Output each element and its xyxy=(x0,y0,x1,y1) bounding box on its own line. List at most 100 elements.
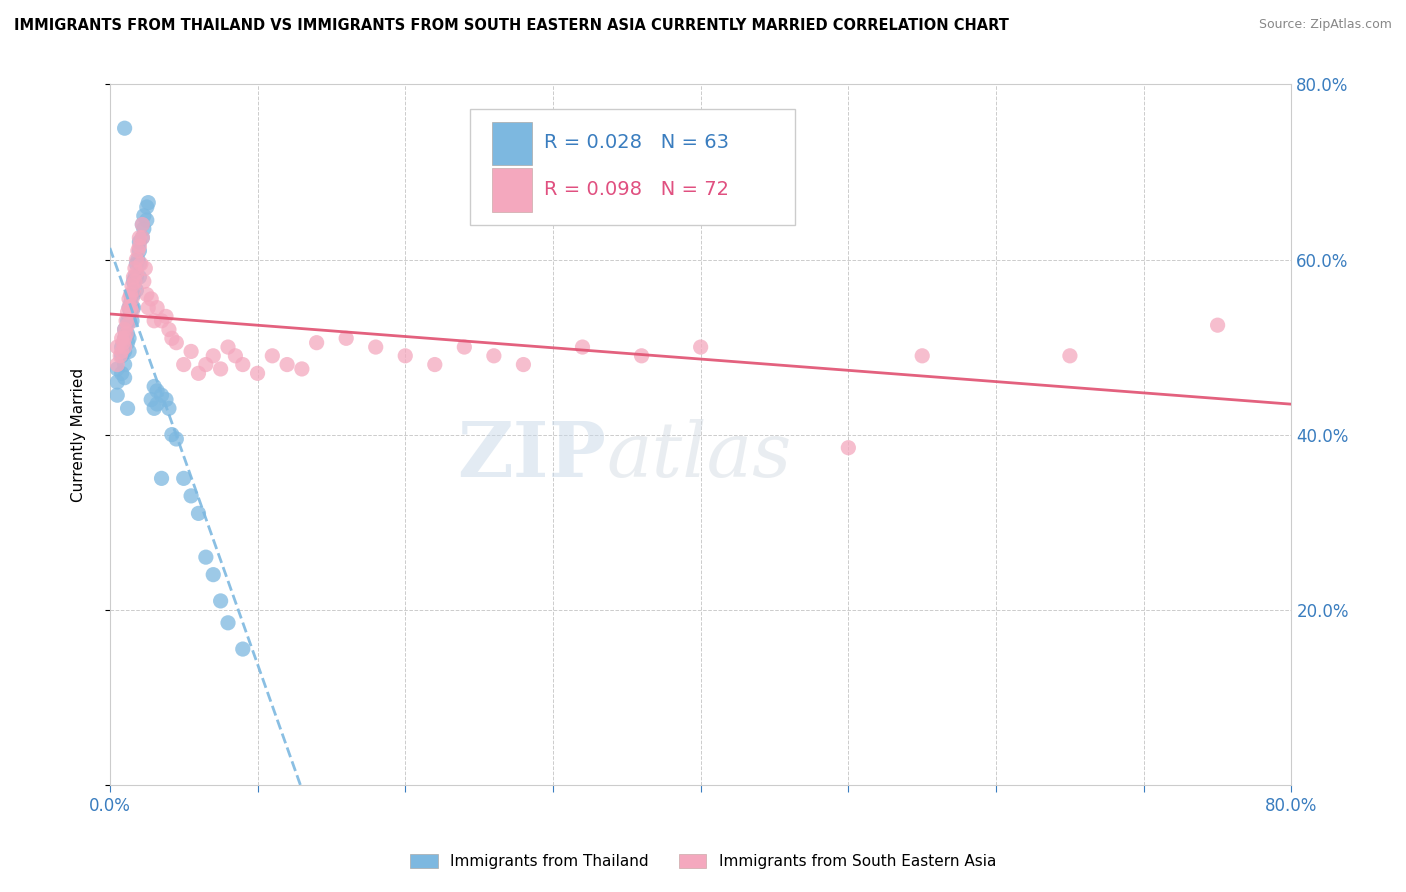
Immigrants from Thailand xyxy=(132,222,155,236)
Text: Source: ZipAtlas.com: Source: ZipAtlas.com xyxy=(1258,18,1392,31)
Immigrants from Thailand xyxy=(157,401,180,416)
Immigrants from South Eastern Asia xyxy=(482,349,505,363)
Immigrants from South Eastern Asia xyxy=(157,322,180,336)
Immigrants from Thailand xyxy=(122,301,145,315)
Immigrants from Thailand xyxy=(114,322,136,336)
Immigrants from Thailand xyxy=(121,314,143,328)
Immigrants from South Eastern Asia xyxy=(262,349,284,363)
Immigrants from Thailand xyxy=(209,594,232,608)
Immigrants from Thailand xyxy=(120,296,142,310)
Immigrants from South Eastern Asia xyxy=(128,230,150,244)
Immigrants from South Eastern Asia xyxy=(276,358,298,372)
Immigrants from Thailand xyxy=(128,235,150,249)
Immigrants from Thailand xyxy=(125,270,148,285)
Immigrants from South Eastern Asia xyxy=(187,367,209,381)
Immigrants from South Eastern Asia xyxy=(122,270,145,285)
Immigrants from Thailand xyxy=(146,384,169,398)
Immigrants from Thailand xyxy=(118,344,141,359)
Immigrants from South Eastern Asia xyxy=(291,362,314,376)
Immigrants from South Eastern Asia xyxy=(146,301,169,315)
Immigrants from Thailand xyxy=(128,244,150,258)
Immigrants from South Eastern Asia xyxy=(129,257,152,271)
Immigrants from South Eastern Asia xyxy=(209,362,232,376)
Immigrants from South Eastern Asia xyxy=(136,301,159,315)
Immigrants from South Eastern Asia xyxy=(114,331,136,345)
Immigrants from South Eastern Asia xyxy=(131,230,153,244)
Immigrants from South Eastern Asia xyxy=(111,344,134,359)
Immigrants from South Eastern Asia xyxy=(115,314,138,328)
Immigrants from Thailand xyxy=(155,392,177,407)
Immigrants from Thailand xyxy=(232,642,254,657)
Immigrants from South Eastern Asia xyxy=(202,349,225,363)
Immigrants from South Eastern Asia xyxy=(132,274,155,288)
Immigrants from Thailand xyxy=(111,367,134,381)
Immigrants from Thailand xyxy=(173,471,195,485)
Immigrants from Thailand xyxy=(128,270,150,285)
Immigrants from South Eastern Asia xyxy=(118,301,141,315)
Immigrants from South Eastern Asia xyxy=(114,322,136,336)
Immigrants from South Eastern Asia xyxy=(114,340,136,354)
Immigrants from South Eastern Asia xyxy=(124,274,146,288)
Immigrants from South Eastern Asia xyxy=(423,358,446,372)
Immigrants from South Eastern Asia xyxy=(141,292,163,306)
Immigrants from South Eastern Asia xyxy=(571,340,593,354)
Immigrants from Thailand xyxy=(125,283,148,297)
Immigrants from Thailand xyxy=(117,326,139,341)
Immigrants from Thailand xyxy=(122,274,145,288)
Immigrants from South Eastern Asia xyxy=(837,441,859,455)
Immigrants from South Eastern Asia xyxy=(117,318,139,333)
Immigrants from Thailand xyxy=(122,287,145,301)
Immigrants from Thailand xyxy=(114,331,136,345)
Immigrants from South Eastern Asia xyxy=(118,292,141,306)
Immigrants from Thailand xyxy=(136,195,159,210)
Immigrants from South Eastern Asia xyxy=(155,310,177,324)
Immigrants from Thailand xyxy=(125,257,148,271)
Immigrants from South Eastern Asia xyxy=(127,244,149,258)
Immigrants from Thailand xyxy=(118,301,141,315)
Text: ZIP: ZIP xyxy=(457,418,606,492)
Immigrants from Thailand xyxy=(194,550,217,565)
Immigrants from Thailand xyxy=(118,331,141,345)
Immigrants from Thailand xyxy=(124,270,146,285)
Immigrants from South Eastern Asia xyxy=(111,331,134,345)
Immigrants from Thailand xyxy=(127,252,149,267)
Immigrants from Thailand xyxy=(131,218,153,232)
Immigrants from South Eastern Asia xyxy=(364,340,387,354)
Immigrants from Thailand xyxy=(217,615,239,630)
Immigrants from Thailand xyxy=(121,287,143,301)
Immigrants from South Eastern Asia xyxy=(122,283,145,297)
Immigrants from South Eastern Asia xyxy=(689,340,711,354)
Immigrants from South Eastern Asia xyxy=(232,358,254,372)
Immigrants from Thailand xyxy=(105,362,128,376)
Immigrants from Thailand xyxy=(128,257,150,271)
Immigrants from South Eastern Asia xyxy=(112,335,135,350)
Immigrants from Thailand xyxy=(150,471,173,485)
Immigrants from Thailand xyxy=(118,314,141,328)
Immigrants from Thailand xyxy=(143,401,166,416)
Immigrants from South Eastern Asia xyxy=(150,314,173,328)
Text: IMMIGRANTS FROM THAILAND VS IMMIGRANTS FROM SOUTH EASTERN ASIA CURRENTLY MARRIED: IMMIGRANTS FROM THAILAND VS IMMIGRANTS F… xyxy=(14,18,1010,33)
Immigrants from South Eastern Asia xyxy=(1059,349,1081,363)
Immigrants from South Eastern Asia xyxy=(911,349,934,363)
Text: R = 0.028   N = 63: R = 0.028 N = 63 xyxy=(544,133,728,152)
Immigrants from South Eastern Asia xyxy=(135,287,157,301)
Immigrants from South Eastern Asia xyxy=(105,340,128,354)
FancyBboxPatch shape xyxy=(492,121,531,165)
FancyBboxPatch shape xyxy=(492,169,531,212)
Immigrants from South Eastern Asia xyxy=(131,218,153,232)
Immigrants from Thailand xyxy=(114,121,136,136)
Immigrants from Thailand xyxy=(111,340,134,354)
Immigrants from South Eastern Asia xyxy=(224,349,246,363)
Immigrants from South Eastern Asia xyxy=(121,305,143,319)
Immigrants from South Eastern Asia xyxy=(120,301,142,315)
Immigrants from Thailand xyxy=(146,397,169,411)
Immigrants from South Eastern Asia xyxy=(173,358,195,372)
Immigrants from Thailand xyxy=(187,507,209,521)
Immigrants from South Eastern Asia xyxy=(194,358,217,372)
Immigrants from Thailand xyxy=(135,200,157,214)
Immigrants from South Eastern Asia xyxy=(512,358,534,372)
Immigrants from South Eastern Asia xyxy=(1206,318,1229,333)
Immigrants from Thailand xyxy=(117,335,139,350)
Immigrants from South Eastern Asia xyxy=(394,349,416,363)
Immigrants from South Eastern Asia xyxy=(124,261,146,276)
